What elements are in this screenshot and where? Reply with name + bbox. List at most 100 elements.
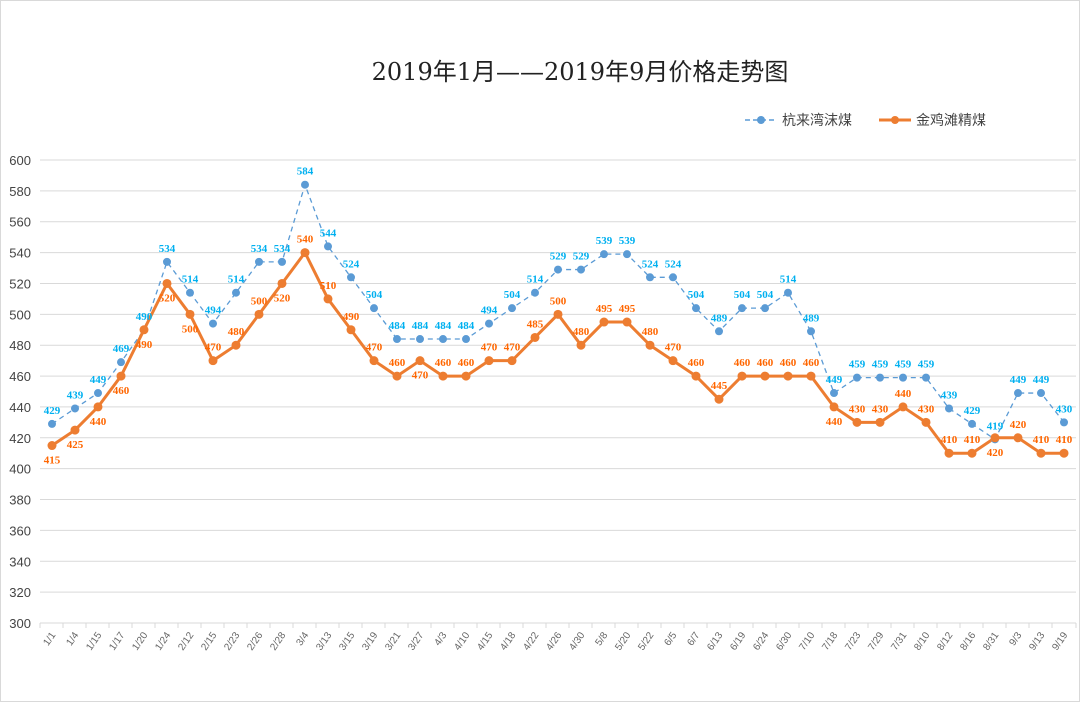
data-label: 470 <box>205 342 222 354</box>
data-point <box>278 257 286 266</box>
data-point <box>715 327 723 336</box>
data-label: 520 <box>274 292 291 304</box>
x-tick-label: 7/31 <box>889 630 909 653</box>
data-label: 514 <box>527 274 544 286</box>
data-label: 439 <box>67 389 84 401</box>
data-point <box>829 402 839 412</box>
data-point <box>484 356 494 366</box>
data-label: 524 <box>665 258 682 270</box>
data-point <box>669 273 677 282</box>
data-point <box>301 180 309 189</box>
data-label: 504 <box>734 289 751 301</box>
x-tick-label: 5/8 <box>593 630 610 648</box>
data-point <box>71 404 79 413</box>
data-label: 460 <box>780 357 797 369</box>
data-label: 449 <box>1010 374 1027 386</box>
data-point <box>507 356 517 366</box>
x-tick-label: 8/12 <box>935 630 955 653</box>
x-tick-label: 4/18 <box>498 630 518 653</box>
x-tick-label: 6/7 <box>685 630 702 648</box>
data-point <box>461 371 471 381</box>
data-label: 534 <box>159 243 176 255</box>
data-point <box>922 373 930 382</box>
data-label: 470 <box>665 342 682 354</box>
data-label: 514 <box>182 274 199 286</box>
x-tick-label: 1/24 <box>153 630 173 653</box>
y-tick-label: 420 <box>9 431 31 446</box>
data-label: 484 <box>389 320 406 332</box>
data-point <box>645 340 655 350</box>
data-point <box>370 304 378 313</box>
x-tick-label: 5/20 <box>613 630 633 653</box>
y-tick-label: 600 <box>9 153 31 168</box>
data-point <box>577 265 585 274</box>
data-point <box>1059 448 1069 458</box>
legend-marker-dashed-icon <box>745 116 777 124</box>
x-tick-label: 4/3 <box>432 630 449 648</box>
data-point <box>807 327 815 336</box>
y-tick-label: 580 <box>9 184 31 199</box>
x-tick-label: 4/26 <box>544 630 564 653</box>
data-point <box>116 371 126 381</box>
data-label: 495 <box>596 303 613 315</box>
data-point <box>784 288 792 297</box>
data-point <box>48 419 56 428</box>
data-point <box>968 419 976 428</box>
data-point <box>485 319 493 328</box>
data-label: 485 <box>527 318 544 330</box>
data-point <box>369 356 379 366</box>
data-point <box>1036 448 1046 458</box>
data-label: 459 <box>895 359 912 371</box>
data-label: 430 <box>872 403 889 415</box>
x-tick-label: 4/15 <box>475 630 495 653</box>
y-tick-label: 360 <box>9 523 31 538</box>
data-label: 410 <box>964 434 981 446</box>
data-label: 489 <box>711 312 728 324</box>
data-point <box>714 394 724 404</box>
data-label: 460 <box>435 357 452 369</box>
data-label: 584 <box>297 166 314 178</box>
x-tick-label: 1/1 <box>41 630 58 648</box>
legend-label: 杭来湾沫煤 <box>782 113 852 129</box>
x-tick-label: 6/30 <box>774 630 794 653</box>
data-label: 470 <box>366 342 383 354</box>
data-label: 495 <box>619 303 636 315</box>
x-tick-label: 6/5 <box>662 630 679 648</box>
data-point <box>185 309 195 319</box>
data-point <box>853 373 861 382</box>
data-label: 504 <box>688 289 705 301</box>
legend-item-series-2: 金鸡滩精煤 <box>878 110 986 130</box>
data-point <box>324 242 332 251</box>
data-point <box>691 371 701 381</box>
y-tick-label: 460 <box>9 369 31 384</box>
data-label: 439 <box>941 389 958 401</box>
data-label: 430 <box>918 403 935 415</box>
data-label: 425 <box>67 439 84 451</box>
data-label: 429 <box>964 405 981 417</box>
data-label: 460 <box>734 357 751 369</box>
data-label: 504 <box>504 289 521 301</box>
data-point <box>1037 389 1045 398</box>
x-tick-label: 7/18 <box>820 630 840 653</box>
data-label: 470 <box>504 342 521 354</box>
y-tick-label: 560 <box>9 215 31 230</box>
x-tick-label: 2/15 <box>199 630 219 653</box>
x-tick-label: 9/3 <box>1007 630 1024 648</box>
data-point <box>967 448 977 458</box>
data-label: 459 <box>872 359 889 371</box>
y-tick-label: 440 <box>9 400 31 415</box>
data-point <box>462 335 470 344</box>
data-label: 529 <box>550 251 567 263</box>
x-tick-label: 1/4 <box>64 630 81 648</box>
data-label: 470 <box>412 370 429 382</box>
data-label: 420 <box>1010 419 1027 431</box>
data-point <box>415 356 425 366</box>
data-point <box>530 332 540 342</box>
x-tick-label: 3/27 <box>406 630 426 653</box>
data-point <box>600 250 608 259</box>
data-point <box>944 448 954 458</box>
data-label: 419 <box>987 420 1004 432</box>
y-tick-label: 520 <box>9 276 31 291</box>
x-tick-label: 1/20 <box>130 630 150 653</box>
